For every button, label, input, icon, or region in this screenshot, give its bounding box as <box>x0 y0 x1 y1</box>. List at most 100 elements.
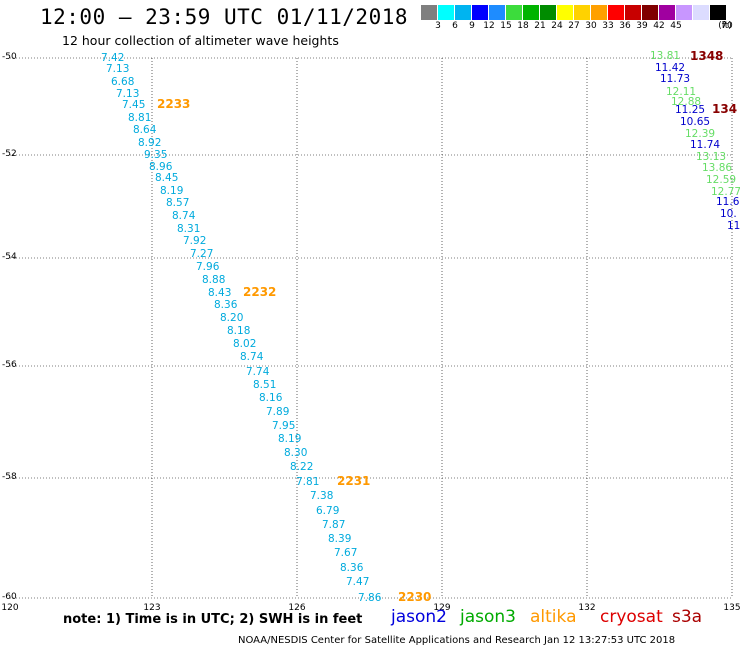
colorbar-label: 9 <box>469 21 475 31</box>
colorbar-label: 36 <box>619 21 631 31</box>
colorbar-label: 24 <box>551 21 563 31</box>
colorbar-label: 45 <box>670 21 682 31</box>
wave-height-value: 7.86 <box>358 592 382 604</box>
wave-height-value: 7.96 <box>196 261 220 273</box>
wave-height-value: 8.19 <box>278 433 302 445</box>
wave-height-value: 7.95 <box>272 420 296 432</box>
colorbar-label: 6 <box>452 21 458 31</box>
wave-height-value: 12.88 <box>671 96 702 108</box>
colorbar-cell <box>608 5 625 20</box>
wave-height-value: 7.45 <box>122 99 146 111</box>
units-note: note: 1) Time is in UTC; 2) SWH is in fe… <box>63 612 363 627</box>
wave-height-value: 8.19 <box>160 185 184 197</box>
longitude-label: 126 <box>288 603 306 613</box>
colorbar-label: 39 <box>636 21 648 31</box>
longitude-label: 120 <box>1 603 19 613</box>
wave-height-value: 8.74 <box>172 210 196 222</box>
latitude-label: -54 <box>2 252 17 262</box>
colorbar-label: 18 <box>517 21 529 31</box>
latitude-label: -50 <box>2 52 17 62</box>
legend-jason3: jason3 <box>460 607 516 627</box>
wave-height-value: 8.31 <box>177 223 201 235</box>
colorbar-label: 3 <box>435 21 441 31</box>
colorbar-cell <box>642 5 659 20</box>
wave-height-value: 8.96 <box>149 161 173 173</box>
wave-height-value: 12.39 <box>685 128 716 140</box>
wave-height-value: 7.13 <box>116 88 140 100</box>
wave-height-value: 7.38 <box>310 490 334 502</box>
wave-height-value: 8.36 <box>214 299 238 311</box>
colorbar-label: 42 <box>653 21 665 31</box>
pass-time-label: 134 <box>712 102 738 116</box>
longitude-label: 129 <box>433 603 451 613</box>
wave-height-value: 13.81 <box>650 50 681 62</box>
colorbar-cell <box>455 5 472 20</box>
wave-height-value: 8.20 <box>220 312 244 324</box>
colorbar-cell <box>693 5 710 20</box>
wave-height-value: 11.73 <box>660 73 691 85</box>
colorbar-cell <box>710 5 727 20</box>
wave-height-value: 7.89 <box>266 406 290 418</box>
colorbar-cell <box>574 5 591 20</box>
wave-height-value: 8.30 <box>284 447 308 459</box>
wave-height-value: 6.68 <box>111 76 135 88</box>
colorbar-label: 30 <box>585 21 597 31</box>
wave-height-value: 7.42 <box>101 52 125 64</box>
wave-height-value: 13.86 <box>702 162 733 174</box>
footer-credit: NOAA/NESDIS Center for Satellite Applica… <box>238 635 676 646</box>
map-subtitle: 12 hour collection of altimeter wave hei… <box>62 33 339 48</box>
colorbar-cell <box>540 5 557 20</box>
colorbar-cell <box>438 5 455 20</box>
wave-height-value: 10.65 <box>680 116 711 128</box>
wave-height-value: 8.45 <box>155 172 179 184</box>
wave-height-value: 8.74 <box>240 351 264 363</box>
colorbar-label: 15 <box>500 21 512 31</box>
wave-height-value: 8.18 <box>227 325 251 337</box>
wave-height-value: 8.51 <box>253 379 277 391</box>
latitude-label: -52 <box>2 149 17 159</box>
colorbar-label: 27 <box>568 21 580 31</box>
wave-height-value: 7.67 <box>334 547 358 559</box>
wave-height-value: 7.87 <box>322 519 346 531</box>
pass-time-label: 2231 <box>337 474 371 488</box>
wave-height-value: 8.36 <box>340 562 364 574</box>
legend-jason2: jason2 <box>391 607 447 627</box>
wave-height-value: 12.11 <box>666 86 697 98</box>
map-title: 12:00 — 23:59 UTC 01/11/2018 <box>40 5 409 29</box>
colorbar-cell <box>472 5 489 20</box>
latitude-label: -60 <box>2 592 17 602</box>
wave-height-value: 10. <box>720 208 737 220</box>
wave-height-value: 7.92 <box>183 235 207 247</box>
pass-time-label: 2232 <box>243 285 277 299</box>
colorbar-cell <box>421 5 438 20</box>
legend-altika: altika <box>530 607 577 627</box>
pass-time-label: 1348 <box>690 49 724 63</box>
wave-height-value: 11.25 <box>675 104 706 116</box>
latitude-label: -58 <box>2 472 17 482</box>
colorbar-cell <box>523 5 540 20</box>
colorbar-cell <box>557 5 574 20</box>
latitude-label: -56 <box>2 360 17 370</box>
wave-height-value: 8.39 <box>328 533 352 545</box>
pass-time-label: 2233 <box>157 97 191 111</box>
wave-height-value: 11.6 <box>716 196 740 208</box>
legend-cryosat: cryosat <box>600 607 663 627</box>
pass-time-label: 2230 <box>398 590 432 604</box>
wave-height-value: 8.81 <box>128 112 152 124</box>
colorbar-label: 12 <box>483 21 495 31</box>
colorbar-label: 21 <box>534 21 546 31</box>
wave-height-value: 8.22 <box>290 461 314 473</box>
wave-height-value: 13.13 <box>696 151 727 163</box>
colorbar-label: 33 <box>602 21 614 31</box>
wave-height-value: 8.57 <box>166 197 190 209</box>
wave-height-value: 8.64 <box>133 124 157 136</box>
wave-height-value: 12.77 <box>711 186 740 198</box>
wave-height-value: 8.16 <box>259 392 283 404</box>
wave-height-value: 7.74 <box>246 366 270 378</box>
wave-height-value: 12.59 <box>706 174 737 186</box>
longitude-label: 135 <box>723 603 740 613</box>
colorbar-unit: (ft) <box>718 21 732 31</box>
longitude-label: 123 <box>143 603 161 613</box>
colorbar-cell <box>625 5 642 20</box>
